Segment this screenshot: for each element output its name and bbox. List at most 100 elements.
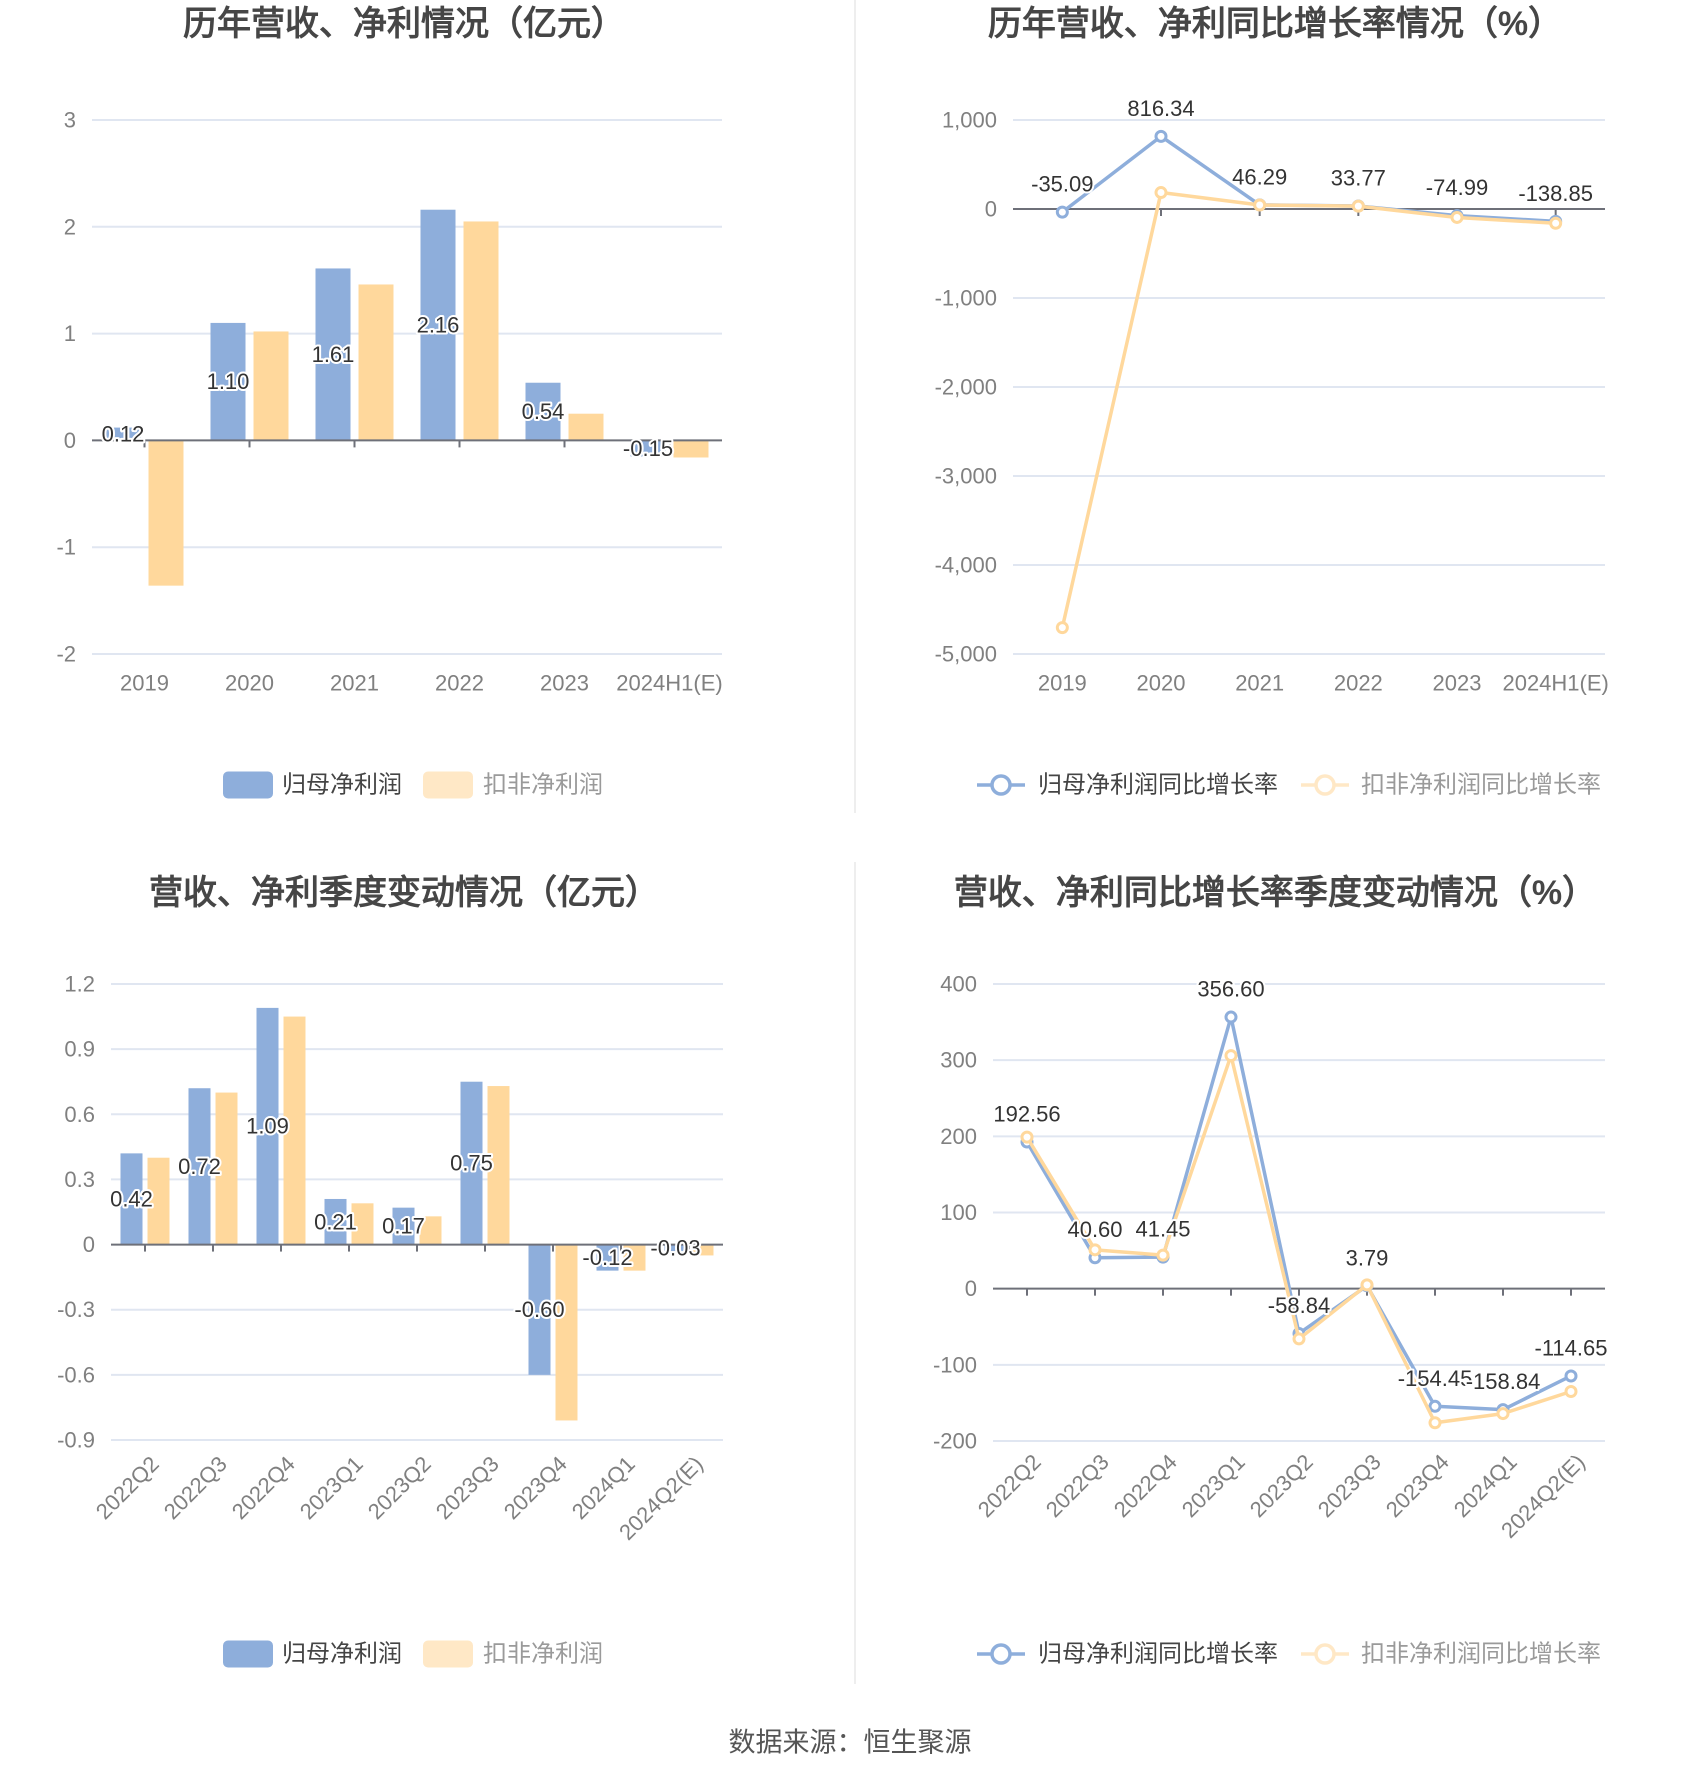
x-axis-label: 2022Q4 [1109, 1449, 1182, 1522]
legend-line-marker-icon [1301, 774, 1349, 796]
data-value-label: 356.60 [1197, 977, 1264, 1002]
legend: 归母净利润 扣非净利润 [223, 771, 603, 799]
bar-deducted-net-profit [691, 1244, 714, 1256]
bar-net-profit [324, 1198, 347, 1245]
data-value-label: 33.77 [1331, 165, 1386, 190]
x-axis-label: 2020 [1137, 671, 1186, 696]
legend-item-primary[interactable]: 归母净利润同比增长率 [977, 772, 1278, 799]
data-value-label: 0.54 [522, 399, 565, 424]
data-point-marker [1496, 1407, 1510, 1421]
y-axis-label: -5,000 [935, 642, 997, 667]
data-value-label: 0.75 [450, 1151, 493, 1176]
y-axis-label: -200 [933, 1429, 977, 1454]
y-axis-label: 400 [940, 972, 977, 997]
data-value-label: -0.60 [514, 1297, 564, 1322]
data-value-label: 0.42 [110, 1186, 153, 1211]
y-axis-label: 1 [64, 321, 76, 346]
legend-line-marker-icon [1301, 1643, 1349, 1665]
x-axis-label: 2024H1(E) [1502, 671, 1608, 696]
y-axis-label: 1,000 [942, 108, 997, 133]
y-axis-label: 1.2 [64, 972, 95, 997]
y-axis-label: -0.9 [57, 1428, 95, 1453]
x-axis-label: 2022 [435, 671, 484, 696]
data-value-label: 0.12 [102, 421, 145, 446]
data-point-marker [1351, 199, 1365, 213]
legend-item-secondary[interactable]: 扣非净利润同比增长率 [1301, 772, 1601, 799]
chart-title-quarterly-net-profit: 营收、净利季度变动情况（亿元） [149, 874, 659, 912]
x-axis-label: 2023Q2 [1245, 1449, 1318, 1522]
x-axis-label: 2022Q2 [91, 1451, 164, 1524]
data-value-label: 0.17 [382, 1214, 425, 1239]
panel-divider-top [854, 0, 856, 813]
data-point-marker [1450, 210, 1464, 224]
x-axis: 2019 2020 2021 2022 2023 2024H1(E) [1013, 208, 1609, 696]
x-axis-label: 2023Q1 [295, 1451, 368, 1524]
legend-swatch-icon [223, 1640, 273, 1668]
data-value-label: 1.61 [312, 342, 355, 367]
x-axis-label: 2023Q3 [1313, 1449, 1386, 1522]
y-axis-label: 0 [985, 197, 997, 222]
legend-label: 归母净利润同比增长率 [1038, 1641, 1278, 1668]
y-axis-label: 2 [64, 214, 76, 239]
data-labels: -35.09 816.34 46.29 33.77 -74.99 -138.85 [1029, 94, 1595, 208]
y-axis-label: 0 [64, 428, 76, 453]
annual-growth-rate-chart: 1,000 0 -1,000 -2,000 -3,000 -4,000 -5,000 2019… [935, 94, 1609, 799]
y-axis: 400 300 200 100 0 -100 -200 [933, 972, 1605, 1454]
bar-deducted-net-profit [555, 1244, 578, 1421]
data-point-marker [1564, 1384, 1578, 1398]
data-point-marker [1224, 1010, 1238, 1024]
legend-item-primary[interactable]: 归母净利润 [223, 771, 402, 799]
data-value-label: -58.84 [1268, 1293, 1330, 1318]
bar-net-profit [460, 1081, 483, 1245]
y-axis-label: 100 [940, 1200, 977, 1225]
x-axis-label: 2022 [1334, 671, 1383, 696]
y-axis-label: 0 [965, 1276, 977, 1301]
bar-net-profit [392, 1207, 415, 1245]
bar-deducted-net-profit [148, 440, 184, 586]
x-axis: 2022Q22022Q32022Q42023Q12023Q22023Q32023… [973, 1287, 1605, 1543]
legend-item-primary[interactable]: 归母净利润 [223, 1640, 402, 1668]
data-point-marker [1428, 1416, 1442, 1430]
legend-item-secondary[interactable]: 扣非净利润同比增长率 [1301, 1641, 1601, 1668]
legend-item-secondary[interactable]: 扣非净利润 [423, 1640, 603, 1668]
data-value-label: -114.65 [1535, 1335, 1608, 1360]
legend-swatch-icon [223, 771, 273, 799]
legend: 归母净利润 扣非净利润 [223, 1640, 603, 1668]
y-axis-label: 0.9 [64, 1037, 95, 1062]
line-series-deducted-growth [1020, 1049, 1578, 1430]
data-point-marker [1020, 1130, 1034, 1144]
quarterly-growth-rate-chart: 4003002001000-100-2002022Q22022Q32022Q42… [933, 972, 1610, 1668]
data-value-label: -74.99 [1426, 175, 1488, 200]
bar-net-profit [188, 1088, 211, 1245]
x-axis-label: 2022Q4 [227, 1451, 300, 1524]
y-axis-label: -0.3 [57, 1297, 95, 1322]
bar-deducted-net-profit [147, 1157, 170, 1245]
y-axis-label: -1 [56, 535, 76, 560]
data-value-label: 0.21 [314, 1209, 357, 1234]
data-value-label: 816.34 [1127, 96, 1194, 121]
y-axis-label: -0.6 [57, 1362, 95, 1387]
y-axis-label: -1,000 [935, 286, 997, 311]
legend-item-primary[interactable]: 归母净利润同比增长率 [977, 1641, 1278, 1668]
bar-deducted-net-profit [283, 1016, 306, 1245]
legend: 归母净利润同比增长率 扣非净利润同比增长率 [977, 1641, 1601, 1668]
data-point-marker [1055, 621, 1069, 635]
data-point-marker [1428, 1399, 1442, 1413]
bar-net-profit [256, 1007, 279, 1245]
bar-net-profit [596, 1244, 619, 1271]
legend-item-secondary[interactable]: 扣非净利润 [423, 771, 603, 799]
x-axis-label: 2019 [120, 671, 169, 696]
y-axis-label: -2 [56, 642, 76, 667]
legend-label: 归母净利润同比增长率 [1038, 772, 1278, 799]
data-point-marker [1224, 1049, 1238, 1063]
chart-title-annual-net-profit: 历年营收、净利情况（亿元） [183, 5, 625, 43]
x-axis-label: 2022Q3 [1041, 1449, 1114, 1522]
legend: 归母净利润同比增长率 扣非净利润同比增长率 [977, 772, 1601, 799]
y-axis-label: 0.6 [64, 1102, 95, 1127]
data-value-label: 2.16 [417, 313, 460, 338]
x-axis-label: 2023Q2 [363, 1451, 436, 1524]
bar-net-profit [420, 209, 456, 441]
bar-deducted-net-profit [215, 1092, 238, 1245]
x-axis-label: 2024H1(E) [616, 671, 722, 696]
